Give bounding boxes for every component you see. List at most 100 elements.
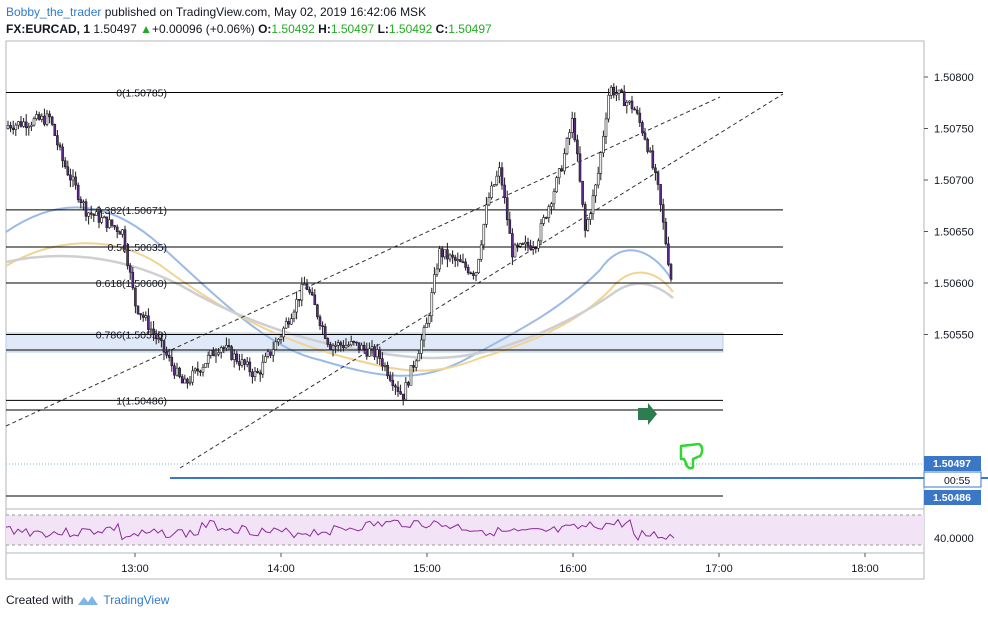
- candle-body: [487, 197, 491, 206]
- candle-body: [646, 138, 649, 152]
- candle-body: [422, 327, 426, 341]
- candle-body: [534, 247, 538, 250]
- candle-body: [451, 254, 454, 258]
- candle-body: [303, 283, 306, 286]
- tradingview-link[interactable]: TradingView: [103, 593, 170, 607]
- candle-body: [95, 211, 98, 216]
- candle-body: [131, 271, 135, 289]
- candle-body: [339, 342, 343, 346]
- candle-body: [56, 135, 59, 146]
- candle-body: [602, 136, 605, 154]
- candle-body: [149, 328, 153, 331]
- candle-body: [310, 291, 314, 296]
- candle-body: [110, 219, 114, 226]
- candle-body: [30, 124, 33, 127]
- candle-body: [35, 114, 38, 120]
- candle-body: [58, 144, 62, 148]
- countdown-badge: [923, 471, 982, 488]
- candle-body: [420, 339, 423, 354]
- fib-level-label: 0.5(1.50635): [107, 242, 167, 254]
- candle-body: [108, 219, 111, 228]
- candle-body: [648, 150, 652, 153]
- candle-body: [6, 125, 10, 129]
- candle-body: [61, 146, 64, 162]
- candle-body: [661, 204, 665, 223]
- candle-body: [438, 248, 441, 270]
- candle-body: [274, 341, 278, 350]
- candle-body: [477, 259, 480, 274]
- candle-body: [147, 315, 150, 330]
- candle-body: [336, 342, 340, 346]
- candle-body: [664, 221, 668, 245]
- candle-body: [518, 243, 522, 247]
- candle-body: [43, 115, 46, 125]
- support-price-badge-text: 1.50486: [933, 492, 971, 504]
- candle-body: [459, 259, 462, 263]
- candle-body: [313, 294, 317, 306]
- candle-body: [565, 138, 569, 154]
- price-tick-label: 1.50800: [934, 72, 974, 84]
- trend-line-lower: [5, 96, 721, 427]
- candle-body: [19, 121, 23, 127]
- candle-body: [607, 95, 610, 120]
- time-axis[interactable]: 13:00 14:00 15:00 16:00 17:00 18:00: [121, 553, 879, 575]
- candle-body: [167, 354, 171, 358]
- candle-body: [349, 341, 353, 346]
- chart-header: Bobby_the_trader published on TradingVie…: [6, 4, 946, 38]
- candle-body: [40, 115, 44, 120]
- candle-body: [414, 360, 418, 368]
- candle-body: [469, 272, 473, 275]
- candle-body: [97, 211, 101, 223]
- candle-body: [157, 338, 161, 340]
- price-axis[interactable]: 1.50800 1.50750 1.50700 1.50650 1.50600 1.505…: [924, 72, 974, 342]
- candle-body: [196, 368, 200, 372]
- candle-body: [373, 346, 376, 358]
- candle-body: [269, 351, 272, 356]
- symbol-label: FX:EURCAD, 1: [6, 22, 91, 36]
- candle-body: [513, 244, 517, 258]
- fib-retracement[interactable]: 0(1.50785) 0.382(1.50671) 0.5(1.50635) 0.61…: [6, 87, 783, 407]
- candle-body: [331, 345, 335, 350]
- rsi-level-label: 40.0000: [934, 533, 974, 545]
- candle-body: [401, 393, 405, 400]
- candle-body: [368, 348, 371, 357]
- candle-body: [50, 116, 54, 125]
- candle-body: [37, 114, 41, 120]
- candle-body: [511, 233, 514, 258]
- candle-body: [594, 184, 597, 197]
- candle-body: [643, 132, 647, 140]
- close-value: 1.50497: [448, 22, 492, 36]
- candle-body: [230, 346, 233, 360]
- candle-body: [573, 118, 577, 141]
- candle-body: [547, 206, 551, 219]
- candle-body: [633, 108, 636, 111]
- candle-body: [32, 118, 36, 126]
- candle-body: [45, 113, 49, 125]
- candle-body: [630, 100, 634, 110]
- candle-body: [360, 344, 363, 350]
- candle-body: [464, 261, 467, 268]
- candle-body: [277, 339, 280, 343]
- candle-body: [206, 355, 210, 364]
- candle-body: [409, 365, 413, 386]
- open-value: 1.50492: [271, 22, 315, 36]
- candle-body: [412, 365, 415, 368]
- candle-body: [404, 382, 408, 400]
- candle-body: [539, 223, 543, 242]
- candle-body: [193, 368, 197, 372]
- candle-body: [563, 153, 566, 172]
- candle-body: [492, 184, 496, 187]
- candle-body: [529, 245, 532, 250]
- price-tick-label: 1.50650: [934, 227, 974, 239]
- candle-body: [448, 254, 452, 260]
- candle-body: [524, 241, 527, 245]
- candle-body: [118, 231, 122, 235]
- candle-body: [24, 121, 28, 129]
- candle-body: [212, 350, 215, 357]
- high-value: 1.50497: [330, 22, 375, 36]
- candle-body: [440, 248, 444, 258]
- candle-body: [139, 313, 142, 316]
- author-link[interactable]: Bobby_the_trader: [6, 5, 102, 19]
- candle-body: [472, 272, 475, 276]
